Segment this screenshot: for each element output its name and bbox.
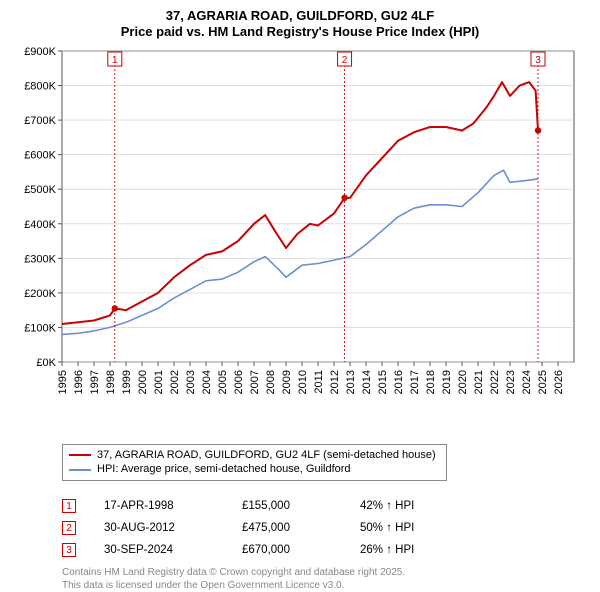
annotation-number: 3 [62,543,76,557]
svg-text:2000: 2000 [137,370,149,394]
svg-text:2011: 2011 [313,370,325,394]
svg-text:£300K: £300K [24,253,56,265]
svg-text:2023: 2023 [505,370,517,394]
svg-text:2014: 2014 [361,370,373,394]
chart-svg: £0K £100K £200K £300K £400K £500K £600K £700K £8… [18,47,582,402]
legend-row: 37, AGRARIA ROAD, GUILDFORD, GU2 4LF (se… [69,448,436,463]
svg-text:1998: 1998 [105,370,117,394]
svg-text:2025: 2025 [537,370,549,394]
svg-text:2021: 2021 [473,370,485,394]
svg-text:£500K: £500K [24,184,56,196]
annotation-price: £155,000 [242,500,332,512]
annotation-date: 17-APR-1998 [104,500,214,512]
svg-text:2013: 2013 [345,370,357,394]
legend-row: HPI: Average price, semi-detached house,… [69,462,436,477]
svg-text:2009: 2009 [281,370,293,394]
svg-text:1996: 1996 [73,370,85,394]
title-line-2: Price paid vs. HM Land Registry's House … [18,24,582,40]
legend-swatch [69,469,91,471]
chart-area: £0K £100K £200K £300K £400K £500K £600K £700K £8… [18,47,582,402]
svg-text:£700K: £700K [24,115,56,127]
annotation-row: 2 30-AUG-2012 £475,000 50% ↑ HPI [62,517,582,539]
annotation-date: 30-SEP-2024 [104,544,214,556]
figure-root: 37, AGRARIA ROAD, GUILDFORD, GU2 4LF Pri… [0,0,600,590]
svg-text:1995: 1995 [57,370,69,394]
legend-label: HPI: Average price, semi-detached house,… [97,462,351,477]
svg-text:£200K: £200K [24,287,56,299]
svg-text:£800K: £800K [24,80,56,92]
legend-label: 37, AGRARIA ROAD, GUILDFORD, GU2 4LF (se… [97,448,436,463]
svg-text:2001: 2001 [153,370,165,394]
svg-text:2007: 2007 [249,370,261,394]
chart-title: 37, AGRARIA ROAD, GUILDFORD, GU2 4LF Pri… [18,8,582,41]
annotation-row: 1 17-APR-1998 £155,000 42% ↑ HPI [62,495,582,517]
svg-text:2017: 2017 [409,370,421,394]
svg-text:2: 2 [342,55,348,66]
svg-text:1997: 1997 [89,370,101,394]
svg-text:2019: 2019 [441,370,453,394]
annotation-price: £475,000 [242,522,332,534]
annotation-number: 2 [62,521,76,535]
legend: 37, AGRARIA ROAD, GUILDFORD, GU2 4LF (se… [62,444,447,482]
svg-text:£900K: £900K [24,47,56,58]
annotation-table: 1 17-APR-1998 £155,000 42% ↑ HPI 2 30-AUG-201… [62,495,582,561]
annotation-date: 30-AUG-2012 [104,522,214,534]
annotation-price: £670,000 [242,544,332,556]
annotation-row: 3 30-SEP-2024 £670,000 26% ↑ HPI [62,539,582,561]
svg-text:3: 3 [535,55,541,66]
svg-text:£600K: £600K [24,149,56,161]
svg-text:2004: 2004 [201,370,213,394]
svg-text:£100K: £100K [24,322,56,334]
svg-text:2026: 2026 [553,370,565,394]
svg-text:2010: 2010 [297,370,309,394]
svg-text:2020: 2020 [457,370,469,394]
svg-text:1999: 1999 [121,370,133,394]
svg-text:2003: 2003 [185,370,197,394]
svg-text:2022: 2022 [489,370,501,394]
annotation-pct: 42% ↑ HPI [360,500,414,512]
footer-attribution: Contains HM Land Registry data © Crown c… [62,567,582,592]
svg-text:2024: 2024 [521,370,533,394]
svg-text:2012: 2012 [329,370,341,394]
svg-text:2018: 2018 [425,370,437,394]
svg-text:2005: 2005 [217,370,229,394]
svg-text:£400K: £400K [24,218,56,230]
svg-text:2008: 2008 [265,370,277,394]
svg-text:2016: 2016 [393,370,405,394]
title-line-1: 37, AGRARIA ROAD, GUILDFORD, GU2 4LF [18,8,582,24]
svg-text:2002: 2002 [169,370,181,394]
annotation-pct: 50% ↑ HPI [360,522,414,534]
footer-line-2: This data is licensed under the Open Gov… [62,580,582,592]
footer-line-1: Contains HM Land Registry data © Crown c… [62,567,582,580]
svg-text:£0K: £0K [36,357,56,369]
svg-text:2015: 2015 [377,370,389,394]
annotation-pct: 26% ↑ HPI [360,544,414,556]
legend-swatch [69,454,91,456]
annotation-number: 1 [62,499,76,513]
svg-text:1: 1 [112,55,118,66]
svg-text:2006: 2006 [233,370,245,394]
